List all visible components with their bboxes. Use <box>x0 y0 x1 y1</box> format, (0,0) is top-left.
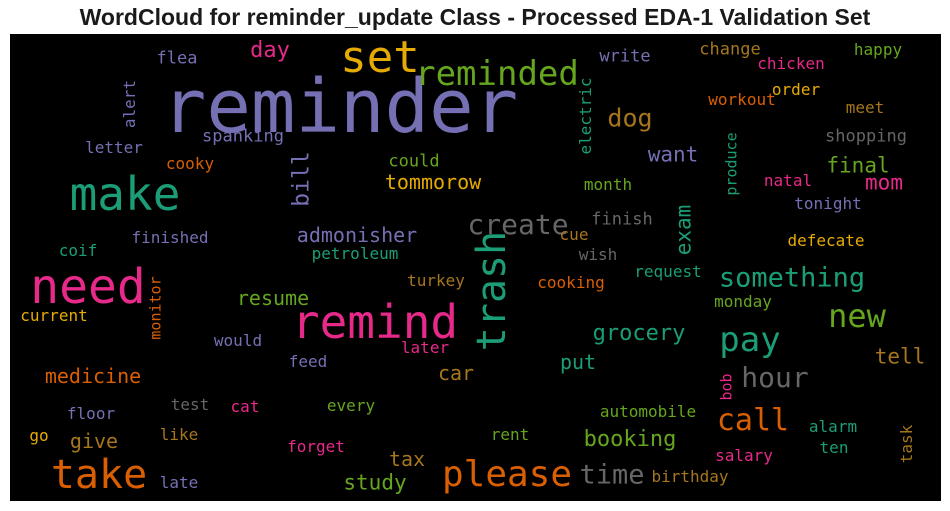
word-trash: trash <box>469 230 515 352</box>
word-cooking: cooking <box>537 273 605 292</box>
word-day: day <box>250 38 290 63</box>
word-shopping: shopping <box>825 126 907 147</box>
word-final: final <box>826 153 890 178</box>
word-forget: forget <box>287 437 345 456</box>
word-pay: pay <box>719 320 781 360</box>
word-please: please <box>441 454 573 495</box>
word-every: every <box>326 396 376 415</box>
word-write: write <box>599 46 651 67</box>
word-alert: alert <box>120 79 139 129</box>
word-birthday: birthday <box>651 467 729 486</box>
word-change: change <box>699 39 761 60</box>
word-monitor: monitor <box>146 276 165 340</box>
word-current: current <box>20 306 88 325</box>
word-cue: cue <box>559 225 589 244</box>
word-need: need <box>30 259 146 315</box>
word-rent: rent <box>490 425 530 444</box>
word-set: set <box>340 34 420 83</box>
word-time: time <box>579 459 645 491</box>
word-tonight: tonight <box>794 194 862 213</box>
word-ten: ten <box>819 438 849 457</box>
word-chicken: chicken <box>757 54 825 73</box>
word-order: order <box>771 80 821 99</box>
word-cooky: cooky <box>165 154 215 173</box>
word-like: like <box>159 425 199 444</box>
word-give: give <box>69 429 119 453</box>
word-put: put <box>559 350 597 374</box>
word-take: take <box>50 452 148 498</box>
word-test: test <box>170 395 210 414</box>
word-salary: salary <box>715 446 773 465</box>
word-tommorow: tommorow <box>384 170 482 194</box>
word-cat: cat <box>230 397 260 416</box>
word-alarm: alarm <box>808 417 858 436</box>
word-produce: produce <box>722 132 741 196</box>
word-go: go <box>29 426 49 445</box>
word-floor: floor <box>66 404 116 423</box>
word-happy: happy <box>853 40 903 59</box>
figure-title: WordCloud for reminder_update Class - Pr… <box>79 4 871 30</box>
word-medicine: medicine <box>44 364 142 388</box>
word-electric: electric <box>576 77 595 155</box>
word-reminder: reminder <box>161 64 519 150</box>
word-booking: booking <box>583 427 677 452</box>
word-tell: tell <box>874 344 926 369</box>
word-study: study <box>343 470 407 495</box>
word-create: create <box>467 208 569 241</box>
word-wish: wish <box>578 245 618 264</box>
word-natal: natal <box>763 171 813 190</box>
word-something: something <box>718 262 866 294</box>
word-admonisher: admonisher <box>296 223 418 247</box>
word-coif: coif <box>58 241 98 260</box>
word-could: could <box>388 151 440 172</box>
word-task: task <box>897 424 916 464</box>
word-would: would <box>213 331 263 350</box>
word-workout: workout <box>708 90 776 109</box>
word-spanking: spanking <box>202 126 284 147</box>
word-grocery: grocery <box>592 321 686 346</box>
word-turkey: turkey <box>407 271 465 290</box>
word-bob: bob <box>717 373 736 401</box>
word-reminded: reminded <box>415 54 579 94</box>
word-make: make <box>69 167 181 221</box>
word-mom: mom <box>865 170 903 195</box>
word-meet: meet <box>845 98 885 117</box>
word-monday: monday <box>714 292 772 311</box>
word-month: month <box>583 175 633 194</box>
word-automobile: automobile <box>599 402 697 421</box>
word-car: car <box>437 361 475 385</box>
word-exam: exam <box>671 204 696 256</box>
word-resume: resume <box>236 286 310 310</box>
word-defecate: defecate <box>787 231 865 250</box>
word-flea: flea <box>156 48 198 69</box>
word-want: want <box>647 142 699 167</box>
word-new: new <box>828 297 886 335</box>
word-remind: remind <box>291 295 459 349</box>
word-bill: bill <box>288 151 315 207</box>
word-tax: tax <box>388 447 426 471</box>
word-petroleum: petroleum <box>311 244 399 263</box>
word-later: later <box>400 338 450 357</box>
word-letter: letter <box>85 138 143 157</box>
word-late: late <box>159 473 199 492</box>
word-finish: finish <box>591 209 653 230</box>
word-dog: dog <box>607 103 653 133</box>
word-call: call <box>716 403 790 438</box>
word-finished: finished <box>131 228 209 247</box>
word-hour: hour <box>741 361 809 394</box>
word-cloud: reminder set reminded make need remind trash ta… <box>10 34 941 501</box>
word-feed: feed <box>288 352 328 371</box>
word-request: request <box>634 262 702 281</box>
